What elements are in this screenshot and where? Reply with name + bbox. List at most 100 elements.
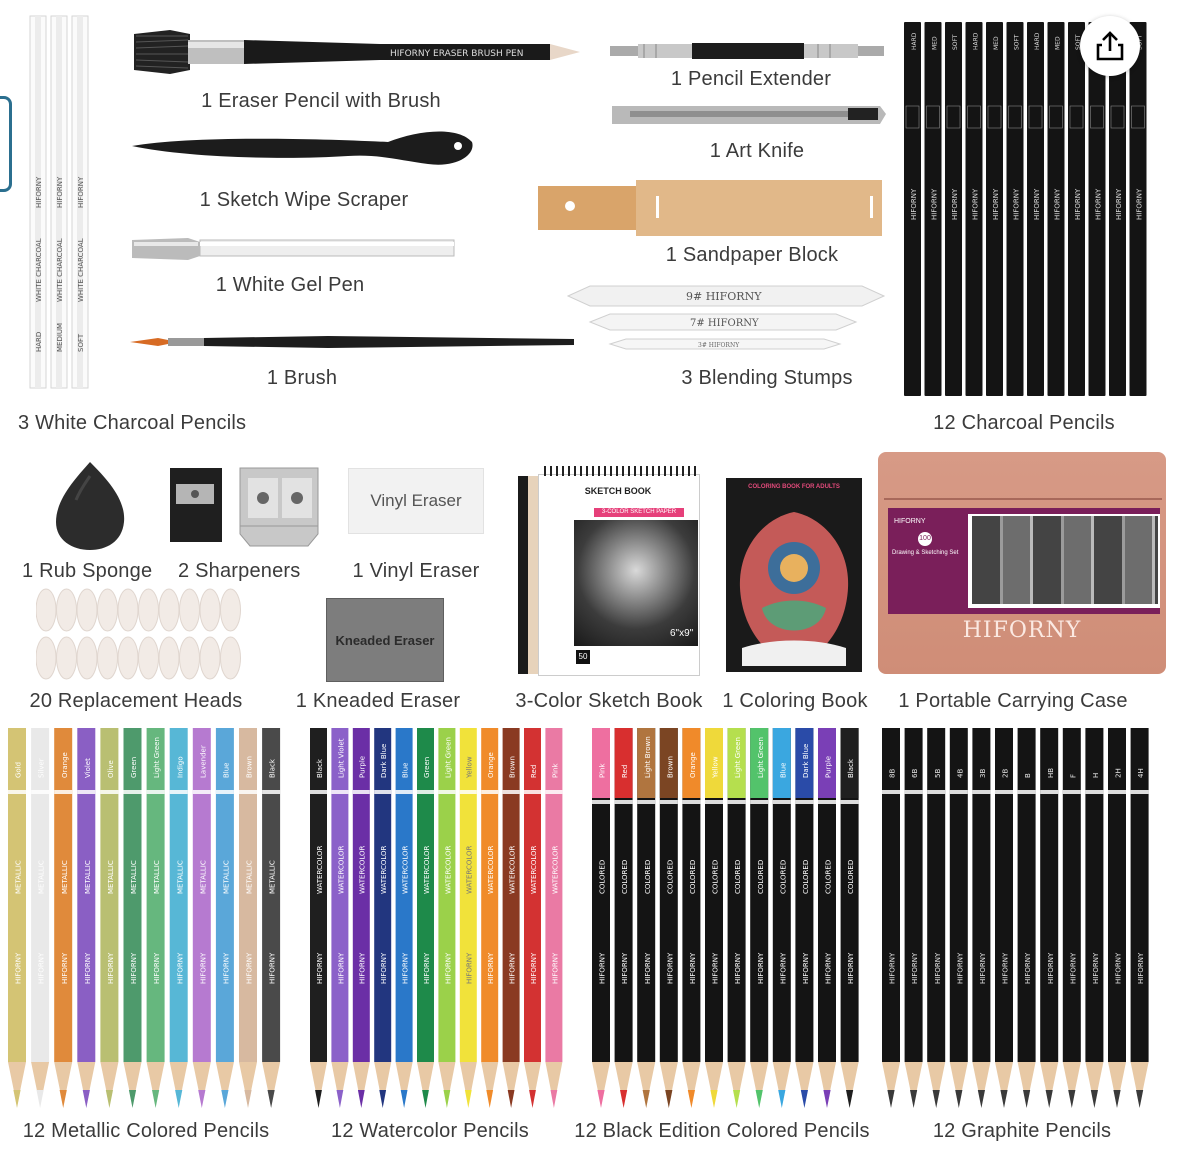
stump-9-print: 9# HIFORNY xyxy=(686,290,762,303)
replacement-heads-image xyxy=(35,588,241,680)
share-button[interactable] xyxy=(1080,16,1140,76)
metallic-type: METALLIC xyxy=(38,860,46,894)
graphite-brand: HIFORNY xyxy=(889,952,897,984)
watercolor-brand: HIFORNY xyxy=(551,952,559,984)
graphite-brand: HIFORNY xyxy=(1047,952,1055,984)
metallic-color-name: Light Green xyxy=(153,737,161,778)
black-edition-pencil: Light Green COLORED HIFORNY xyxy=(727,728,746,1108)
graphite-grade: 8B xyxy=(889,769,897,778)
metallic-brand: HIFORNY xyxy=(61,952,69,984)
pencil-extender xyxy=(608,38,888,69)
graphite-pencil: 5B HIFORNY xyxy=(927,728,946,1108)
replacement-head xyxy=(158,636,180,680)
graphite-grade: 2H xyxy=(1115,768,1123,778)
colored-color-name: Yellow xyxy=(712,756,720,779)
colored-brand: HIFORNY xyxy=(847,952,855,984)
charcoal-pencil: HARD HIFORNY xyxy=(1027,22,1044,396)
colored-brand: HIFORNY xyxy=(599,952,607,984)
watercolor-color-name: Light Green xyxy=(444,737,452,778)
watercolor-brand: HIFORNY xyxy=(444,952,452,984)
colored-type: COLORED xyxy=(825,860,833,894)
eraser-pencil-with-brush: HIFORNY ERASER BRUSH PEN xyxy=(130,28,582,81)
charcoal-grade: MED xyxy=(993,36,1000,50)
colored-brand: HIFORNY xyxy=(757,952,765,984)
black-edition-pencil: Yellow COLORED HIFORNY xyxy=(705,728,723,1108)
graphite-pencil: 2B HIFORNY xyxy=(995,728,1013,1108)
charcoal-pencil: HARD HIFORNY xyxy=(904,22,921,396)
graphite-pencil: B HIFORNY xyxy=(1017,728,1036,1108)
metallic-color-name: Brown xyxy=(246,756,254,778)
metallic-pencil: Light Green METALLIC HIFORNY xyxy=(146,728,165,1108)
blending-stumps: 9# HIFORNY 7# HIFORNY 3# HIFORNY xyxy=(566,284,886,357)
watercolor-pencil: Red WATERCOLOR HIFORNY xyxy=(524,728,541,1108)
replacement-head xyxy=(199,588,221,632)
charcoal-pencils: HARD HIFORNY MED HIFORNY SOFT HIFORNY HARD HIFO… xyxy=(902,20,1152,403)
metallic-type: METALLIC xyxy=(246,860,254,894)
graphite-pencil: 4B HIFORNY xyxy=(949,728,968,1108)
white-charcoal-pencil: HIFORNY WHITE CHARCOAL MEDIUM xyxy=(50,15,68,389)
watercolor-type: WATERCOLOR xyxy=(530,845,538,894)
graphite-grade: 4H xyxy=(1137,768,1145,778)
charcoal-brand: HIFORNY xyxy=(972,188,980,220)
graphite-grade: 6B xyxy=(911,769,919,778)
watercolor-color-name: Yellow xyxy=(466,756,474,779)
colored-color-name: Purple xyxy=(825,756,833,778)
graphite-grade: F xyxy=(1069,774,1077,778)
colored-brand: HIFORNY xyxy=(666,952,674,984)
metallic-type: METALLIC xyxy=(199,860,207,894)
charcoal-grade: HARD xyxy=(911,32,918,50)
white-gel-pen xyxy=(128,234,458,269)
left-edge-tab[interactable] xyxy=(0,96,12,192)
replacement-head xyxy=(97,636,118,680)
watercolor-pencil: Purple WATERCOLOR HIFORNY xyxy=(352,728,370,1108)
colored-type: COLORED xyxy=(599,860,607,894)
colored-type: COLORED xyxy=(666,860,674,894)
graphite-pencil: 6B HIFORNY xyxy=(904,728,923,1108)
watercolor-label: 12 Watercolor Pencils xyxy=(331,1120,529,1142)
replacement-head xyxy=(220,588,241,632)
replacement-head xyxy=(56,588,77,632)
white-gel-label: 1 White Gel Pen xyxy=(215,274,365,296)
metallic-brand: HIFORNY xyxy=(223,952,231,984)
coloring-book-title: COLORING BOOK FOR ADULTS xyxy=(748,484,840,490)
colored-type: COLORED xyxy=(847,860,855,894)
replacement-heads xyxy=(35,588,246,693)
watercolor-pencil: Orange WATERCOLOR HIFORNY xyxy=(481,728,499,1108)
colored-color-name: Light Green xyxy=(734,737,742,778)
metallic-color-name: Green xyxy=(130,757,138,778)
white-pencil-name: WHITE CHARCOAL xyxy=(56,238,64,302)
graphite-brand: HIFORNY xyxy=(1092,952,1100,984)
metallic-pencil: Orange METALLIC HIFORNY xyxy=(54,728,73,1108)
graphite-pencils: 8B HIFORNY 6B HIFORNY 5B HIFORNY 4B HIFORNY 3B HI… xyxy=(882,728,1149,1108)
charcoal-pencil: SOFT HIFORNY xyxy=(945,22,962,396)
watercolor-brand: HIFORNY xyxy=(509,952,517,984)
metallic-brand: HIFORNY xyxy=(176,952,184,984)
black-edition-pencil: Orange COLORED HIFORNY xyxy=(682,728,701,1108)
graphite-brand: HIFORNY xyxy=(911,952,919,984)
watercolor-type: WATERCOLOR xyxy=(466,845,474,894)
metallic-type: METALLIC xyxy=(130,860,138,894)
colored-type: COLORED xyxy=(644,860,652,894)
graphite-grade: 2B xyxy=(1002,769,1010,778)
watercolor-pencil: Brown WATERCOLOR HIFORNY xyxy=(502,728,520,1108)
metallic-pencil: Black METALLIC HIFORNY xyxy=(262,728,281,1108)
white-pencil-grade: MEDIUM xyxy=(56,323,64,352)
colored-color-name: Orange xyxy=(689,752,697,778)
black-edition-pencil: Black COLORED HIFORNY xyxy=(840,728,859,1108)
charcoal-pencil: SOFT HIFORNY xyxy=(1129,22,1147,396)
colored-type: COLORED xyxy=(621,860,629,894)
graphite-grade: 3B xyxy=(979,769,987,778)
colored-color-name: Light Green xyxy=(757,737,765,778)
colored-brand: HIFORNY xyxy=(825,952,833,984)
metallic-pencils: Gold METALLIC HIFORNY Silver METALLIC HIFORNY… xyxy=(8,728,281,1108)
watercolor-pencils: Black WATERCOLOR HIFORNY Light Violet WATERC… xyxy=(310,728,563,1108)
metallic-brand: HIFORNY xyxy=(246,952,254,984)
black-edition-pencil: Blue COLORED HIFORNY xyxy=(772,728,791,1108)
watercolor-brand: HIFORNY xyxy=(316,952,324,984)
watercolor-color-name: Pink xyxy=(551,763,559,778)
watercolor-brand: HIFORNY xyxy=(380,952,388,984)
metallic-brand: HIFORNY xyxy=(84,952,92,984)
charcoal-grade: SOFT xyxy=(1075,34,1082,50)
